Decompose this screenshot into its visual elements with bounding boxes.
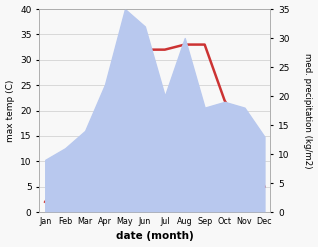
Y-axis label: max temp (C): max temp (C) bbox=[5, 79, 15, 142]
X-axis label: date (month): date (month) bbox=[116, 231, 194, 242]
Y-axis label: med. precipitation (kg/m2): med. precipitation (kg/m2) bbox=[303, 53, 313, 168]
